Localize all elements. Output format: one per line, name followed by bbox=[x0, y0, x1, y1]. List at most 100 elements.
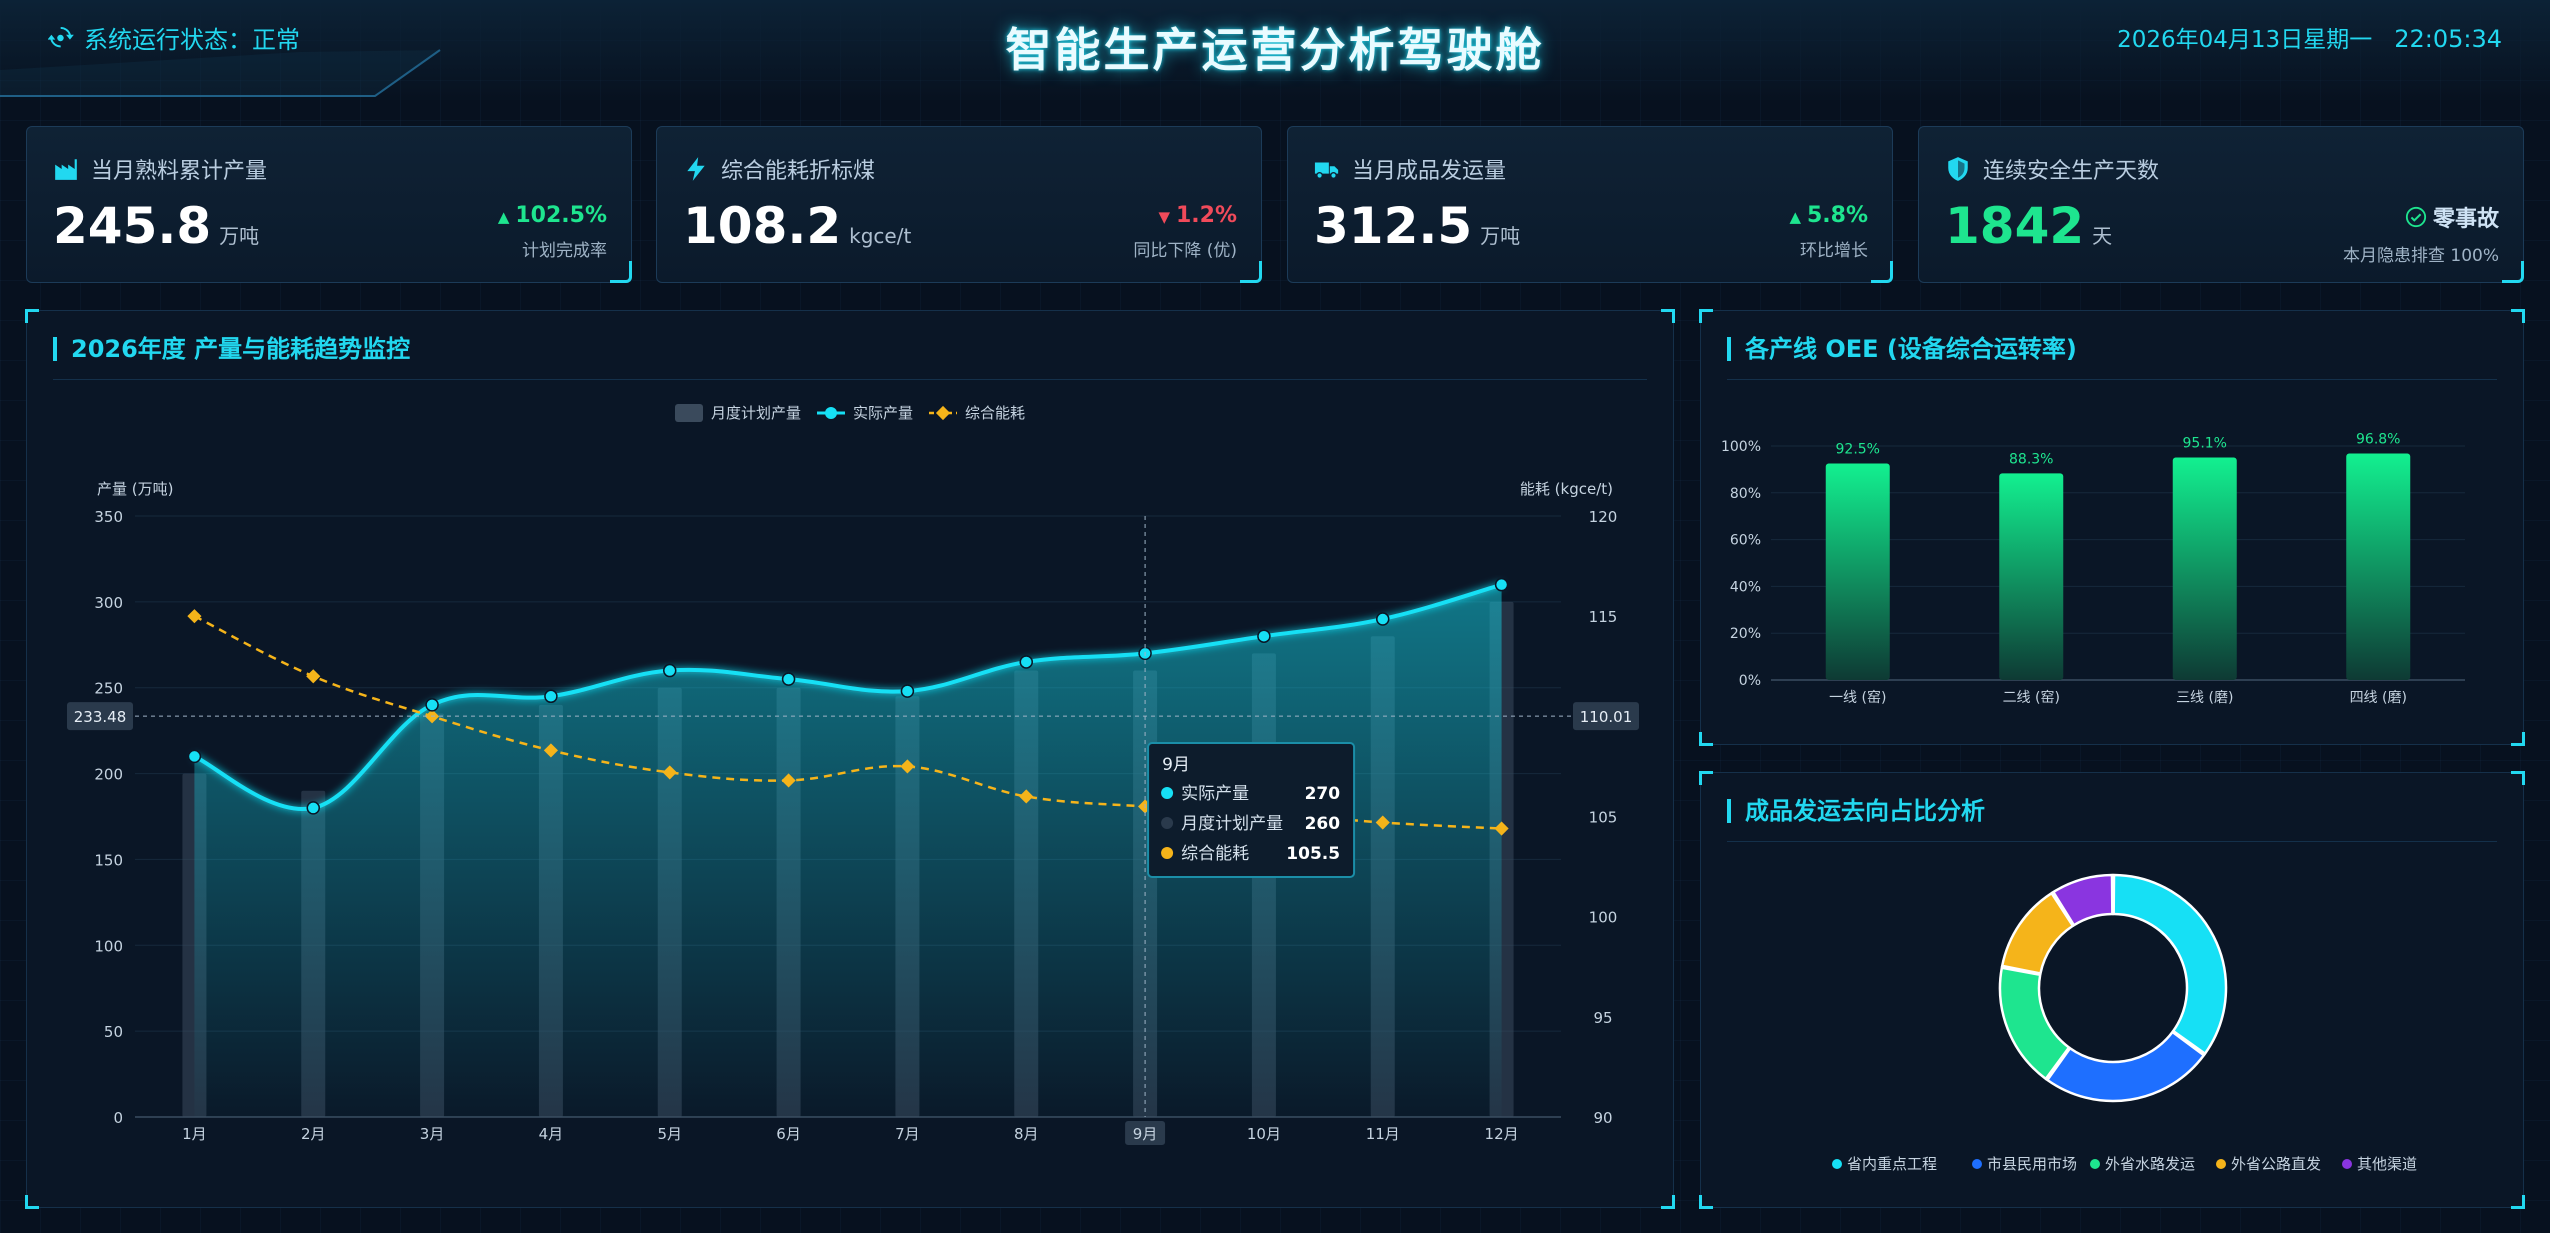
legend-marker bbox=[2216, 1159, 2226, 1169]
crosshair-left-value: 233.48 bbox=[74, 708, 127, 726]
actual-point bbox=[1376, 612, 1390, 626]
actual-point bbox=[544, 689, 558, 704]
divider bbox=[53, 379, 1647, 380]
energy-point bbox=[1494, 821, 1509, 836]
y-tick-label: 250 bbox=[94, 680, 123, 698]
oee-panel: 各产线 OEE (设备综合运转率) 0% 20% 40% 60% 80% 100% 92.5… bbox=[1699, 309, 2525, 746]
y-right-tick-label: 120 bbox=[1589, 508, 1618, 526]
kpi-label: 综合能耗折标煤 bbox=[721, 159, 876, 184]
x-tick-label: 三线 (磨) bbox=[2176, 690, 2233, 706]
donut-slice[interactable] bbox=[2045, 1030, 2206, 1103]
legend-label: 省内重点工程 bbox=[1847, 1155, 1937, 1173]
x-tick-label: 6月 bbox=[776, 1125, 801, 1143]
legend-swatch-plan bbox=[675, 404, 703, 422]
tooltip-label: 实际产量 bbox=[1181, 784, 1249, 804]
tooltip-marker bbox=[1161, 787, 1174, 799]
factory-icon bbox=[55, 159, 77, 180]
actual-point bbox=[306, 801, 320, 815]
kpi-change-group: ▲ 102.5% 计划完成率 bbox=[498, 203, 607, 261]
donut-slice[interactable] bbox=[2000, 891, 2075, 975]
energy-point bbox=[1375, 815, 1390, 830]
x-tick-label: 四线 (磨) bbox=[2350, 690, 2407, 706]
actual-point bbox=[663, 663, 677, 678]
shipment-donut-chart[interactable]: 省内重点工程 市县民用市场 外省水路发运 外省公路直发 其他渠道 bbox=[1701, 773, 2525, 1209]
tooltip-value: 270 bbox=[1305, 784, 1341, 804]
kpi-value: 1842 bbox=[1945, 197, 2085, 255]
check-circle-icon bbox=[2405, 206, 2427, 228]
kpi-sub: 同比下降 (优) bbox=[1133, 241, 1237, 261]
kpi-unit: 天 bbox=[2092, 224, 2113, 248]
kpi-change-value: 102.5% bbox=[515, 203, 607, 228]
actual-point bbox=[1494, 577, 1509, 592]
tooltip-label: 月度计划产量 bbox=[1181, 814, 1283, 834]
y-tick-label: 50 bbox=[104, 1023, 123, 1041]
x-tick-label: 10月 bbox=[1247, 1125, 1281, 1143]
header-background bbox=[0, 0, 2550, 100]
oee-bar bbox=[1825, 463, 1890, 680]
tooltip-value: 260 bbox=[1305, 814, 1341, 834]
x-tick-label: 12月 bbox=[1485, 1125, 1519, 1143]
y-right-tick-label: 90 bbox=[1593, 1109, 1612, 1127]
x-tick-label: 11月 bbox=[1366, 1125, 1400, 1143]
kpi-sub: 计划完成率 bbox=[522, 241, 607, 261]
y-tick-label: 0 bbox=[113, 1109, 123, 1127]
system-status: 系统运行状态：正常 bbox=[48, 20, 300, 55]
energy-point bbox=[187, 609, 202, 624]
energy-point bbox=[900, 759, 915, 774]
oee-chart[interactable]: 0% 20% 40% 60% 80% 100% 92.5% 一线 (窑) 88.3% 二线 (窑)… bbox=[1701, 311, 2525, 746]
y-tick-label: 100 bbox=[94, 937, 123, 955]
kpi-unit: 万吨 bbox=[219, 224, 260, 248]
lightning-icon bbox=[687, 157, 705, 181]
divider bbox=[1727, 379, 2497, 380]
actual-point bbox=[187, 749, 202, 764]
trend-chart[interactable]: 0501001502002503003509095100105110115120… bbox=[27, 311, 1675, 1209]
corner-decoration bbox=[1699, 1195, 1713, 1209]
sync-icon bbox=[48, 26, 74, 47]
kpi-value-group: 108.2 kgce/t bbox=[683, 197, 911, 255]
x-tick-label: 一线 (窑) bbox=[1829, 689, 1886, 706]
corner-decoration bbox=[2511, 309, 2525, 323]
corner-decoration bbox=[1661, 1195, 1675, 1209]
kpi-change-group: ▼ 1.2% 同比下降 (优) bbox=[1133, 203, 1237, 261]
x-tick-label: 二线 (窑) bbox=[2003, 689, 2060, 706]
legend-label: 实际产量 bbox=[853, 404, 913, 422]
corner-decoration bbox=[2511, 1195, 2525, 1209]
caret-up-icon: ▲ bbox=[1789, 208, 1801, 226]
y-tick-label: 20% bbox=[1730, 626, 1761, 642]
kpi-value-group: 245.8 万吨 bbox=[53, 197, 259, 255]
kpi-head: 综合能耗折标煤 bbox=[683, 153, 875, 185]
legend-marker-actual bbox=[825, 407, 837, 419]
energy-point bbox=[306, 669, 321, 684]
x-tick-label: 9月 bbox=[1133, 1125, 1158, 1143]
corner-decoration bbox=[1699, 771, 1713, 785]
corner-decoration bbox=[1871, 261, 1893, 283]
legend: 月度计划产量 实际产量 综合能耗 bbox=[675, 404, 1025, 422]
donut-slice[interactable] bbox=[1998, 966, 2071, 1081]
corner-decoration bbox=[2511, 732, 2525, 746]
kpi-value-group: 1842 天 bbox=[1945, 197, 2112, 255]
status-text: 系统运行状态：正常 bbox=[84, 26, 300, 54]
legend-label: 其他渠道 bbox=[2357, 1155, 2417, 1173]
energy-point bbox=[662, 765, 677, 780]
y-right-tick-label: 100 bbox=[1589, 909, 1618, 927]
x-tick-label: 4月 bbox=[539, 1125, 564, 1143]
kpi-change-group: 零事故 本月隐患排查 100% bbox=[2343, 201, 2499, 266]
donut-slice[interactable] bbox=[2051, 873, 2114, 927]
x-axis-pointer-badge bbox=[1125, 1121, 1166, 1145]
kpi-value: 245.8 bbox=[53, 197, 212, 255]
energy-point bbox=[781, 773, 796, 788]
actual-line bbox=[193, 582, 1503, 812]
y-tick-label: 300 bbox=[94, 594, 123, 612]
corner-decoration bbox=[1699, 309, 1713, 323]
y-tick-label: 60% bbox=[1730, 533, 1761, 549]
bar-data-label: 96.8% bbox=[2356, 431, 2400, 447]
legend-label: 外省公路直发 bbox=[2231, 1155, 2321, 1173]
crosshair-left-badge bbox=[67, 702, 133, 731]
kpi-sub: 本月隐患排查 100% bbox=[2342, 246, 2499, 266]
donut-slice[interactable] bbox=[2112, 873, 2228, 1056]
trend-panel-title: 2026年度 产量与能耗趋势监控 bbox=[53, 337, 410, 361]
corner-decoration bbox=[1661, 309, 1675, 323]
kpi-change-value: 1.2% bbox=[1175, 203, 1237, 228]
crosshair-right-value: 110.01 bbox=[1580, 708, 1633, 726]
tooltip-title: 9月 bbox=[1162, 755, 1190, 775]
